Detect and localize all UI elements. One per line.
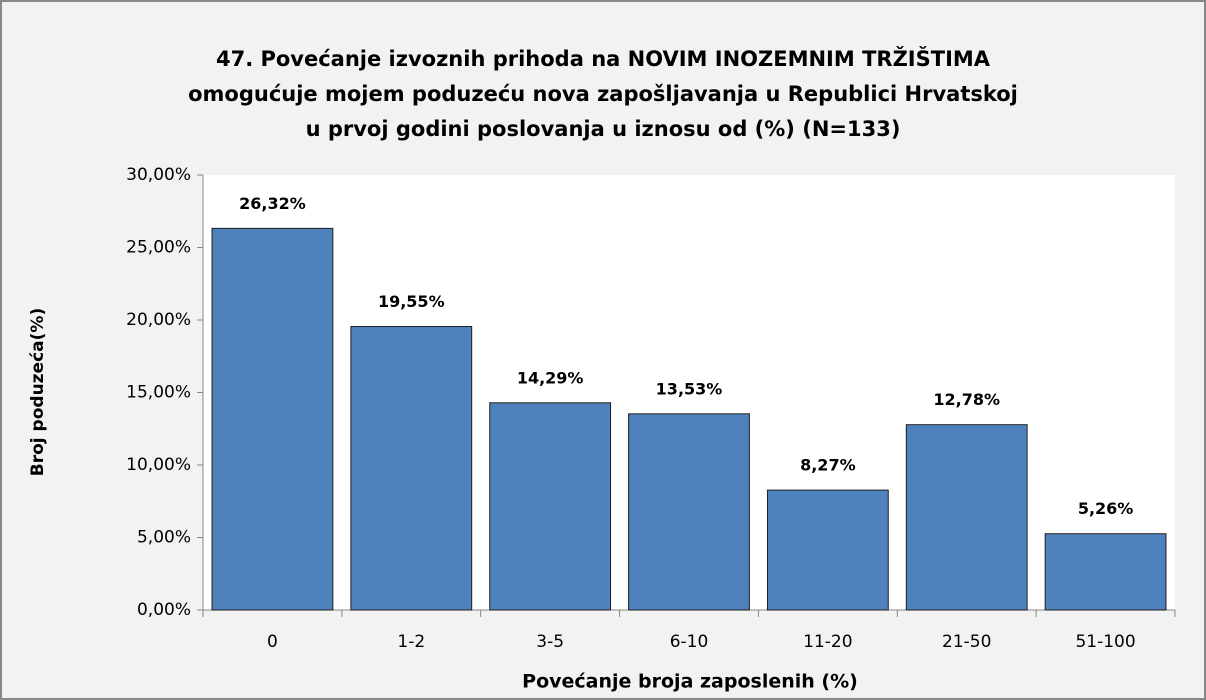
y-tick-label: 20,00% [126, 310, 191, 330]
x-tick-label: 21-50 [942, 632, 991, 652]
chart-title: u prvoj godini poslovanja u iznosu od (%… [306, 117, 901, 141]
x-tick-label: 0 [267, 632, 278, 652]
x-tick-label: 3-5 [536, 632, 564, 652]
bar [211, 227, 334, 611]
y-tick-label: 5,00% [137, 528, 191, 548]
chart-title: 47. Povećanje izvoznih prihoda na NOVIM … [216, 46, 991, 71]
bar [766, 489, 889, 611]
x-axis-title: Povećanje broja zaposlenih (%) [522, 671, 858, 693]
value-label: 26,32% [239, 194, 306, 213]
value-label: 5,26% [1078, 499, 1134, 518]
x-tick-label: 6-10 [670, 632, 709, 652]
y-tick-label: 30,00% [126, 165, 191, 185]
chart-title: omogućuje mojem poduzeću nova zapošljava… [188, 82, 1018, 106]
x-tick-label: 11-20 [803, 632, 852, 652]
x-tick-label: 1-2 [397, 632, 425, 652]
value-label: 12,78% [933, 390, 1000, 409]
bar [905, 424, 1028, 611]
y-axis-title: Broj poduzeća(%) [28, 308, 48, 476]
bar [628, 413, 750, 611]
value-label: 8,27% [800, 456, 856, 475]
value-label: 19,55% [378, 292, 445, 311]
value-label: 13,53% [656, 379, 723, 398]
x-tick-label: 51-100 [1075, 632, 1135, 652]
bar [489, 402, 612, 611]
bar [350, 326, 473, 611]
y-tick-label: 25,00% [126, 238, 191, 258]
bar [1044, 533, 1167, 611]
y-tick-label: 15,00% [126, 383, 191, 403]
y-tick-label: 0,00% [137, 600, 191, 620]
y-tick-label: 10,00% [126, 455, 191, 475]
value-label: 14,29% [517, 368, 584, 387]
